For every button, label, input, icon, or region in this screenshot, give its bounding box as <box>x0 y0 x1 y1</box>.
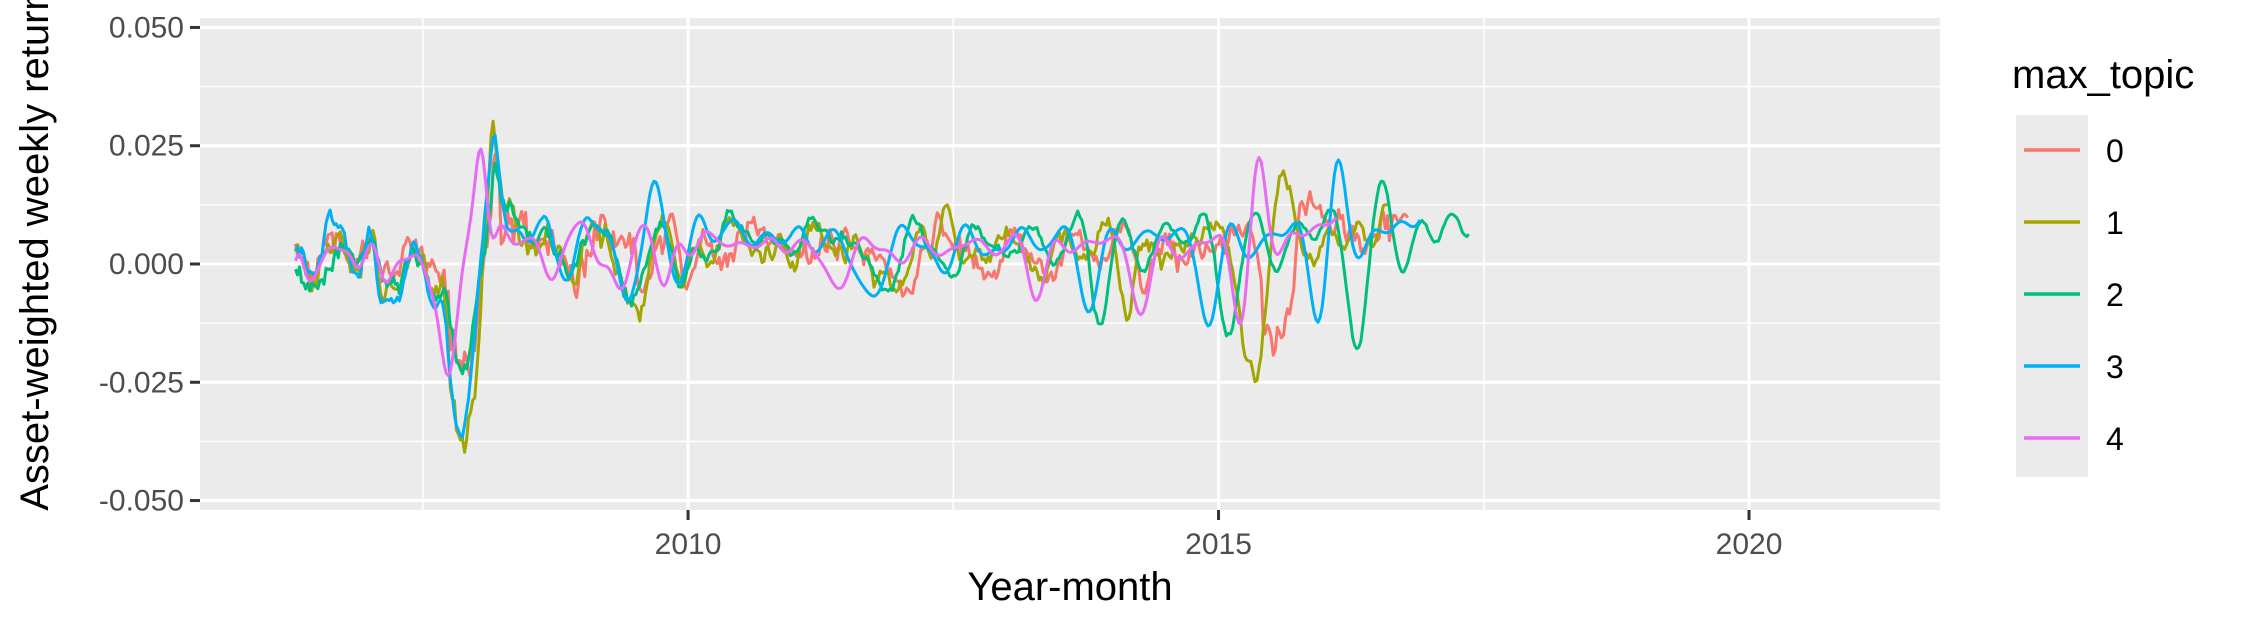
y-tick-label: -0.050 <box>99 485 184 518</box>
legend-item-2: 2 <box>2024 277 2124 313</box>
legend-title: max_topic <box>2012 53 2194 97</box>
series-line-4 <box>294 147 1338 378</box>
legend-label-2: 2 <box>2106 277 2124 313</box>
series-lines <box>294 119 1470 454</box>
legend-item-3: 3 <box>2024 349 2124 385</box>
x-tick-label: 2015 <box>1185 528 1252 561</box>
series-line-2 <box>294 161 1470 376</box>
legend-label-3: 3 <box>2106 349 2124 385</box>
y-axis-title: Asset-weighted weekly returns, <box>13 0 57 511</box>
legend-item-0: 0 <box>2024 133 2124 169</box>
y-axis: -0.050 -0.025 0.000 0.025 0.050 <box>99 11 200 518</box>
legend-item-4: 4 <box>2024 421 2124 457</box>
legend-label-4: 4 <box>2106 421 2124 457</box>
legend-items: 0 1 2 3 4 <box>2024 133 2124 457</box>
legend-key-background <box>2016 115 2088 477</box>
y-tick-label: 0.050 <box>109 11 184 44</box>
x-axis: 2010 2015 2020 <box>655 510 1783 561</box>
legend: max_topic 0 1 2 3 4 <box>2012 53 2194 477</box>
x-tick-label: 2020 <box>1716 528 1783 561</box>
legend-label-0: 0 <box>2106 133 2124 169</box>
y-tick-label: -0.025 <box>99 366 184 399</box>
x-axis-title: Year-month <box>967 565 1172 609</box>
y-tick-label: 0.000 <box>109 248 184 281</box>
legend-label-1: 1 <box>2106 205 2124 241</box>
legend-item-1: 1 <box>2024 205 2124 241</box>
series-line-1 <box>294 119 1388 454</box>
y-tick-label: 0.025 <box>109 130 184 163</box>
series-line-3 <box>294 133 1422 439</box>
x-tick-label: 2010 <box>655 528 722 561</box>
